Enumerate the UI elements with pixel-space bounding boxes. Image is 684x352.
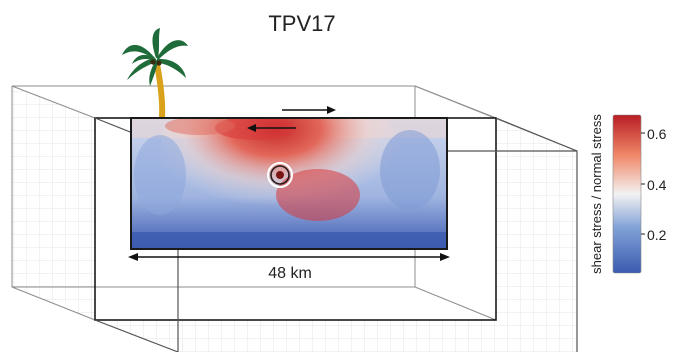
figure-title: TPV17 [268, 11, 335, 36]
colorbar-scale [612, 114, 642, 274]
box-right-face [496, 118, 577, 352]
hypocenter-marker-icon [267, 162, 293, 188]
distance-label: 48 km [268, 265, 312, 282]
fault-plane [130, 117, 448, 250]
box-floor-face [12, 287, 577, 352]
colorbar-tick-1: 0.4 [647, 177, 667, 193]
colorbar: 0.6 0.4 0.2 shear stress / normal stress [589, 114, 667, 274]
colorbar-tick-2: 0.2 [647, 227, 667, 243]
slip-arrow-left [247, 124, 296, 132]
colorbar-tick-0: 0.6 [647, 126, 667, 142]
colorbar-label: shear stress / normal stress [589, 114, 604, 274]
box-left-face [12, 86, 95, 320]
distance-dimension [128, 253, 450, 261]
palm-tree-icon [122, 28, 188, 121]
slip-arrow-right [282, 106, 336, 114]
